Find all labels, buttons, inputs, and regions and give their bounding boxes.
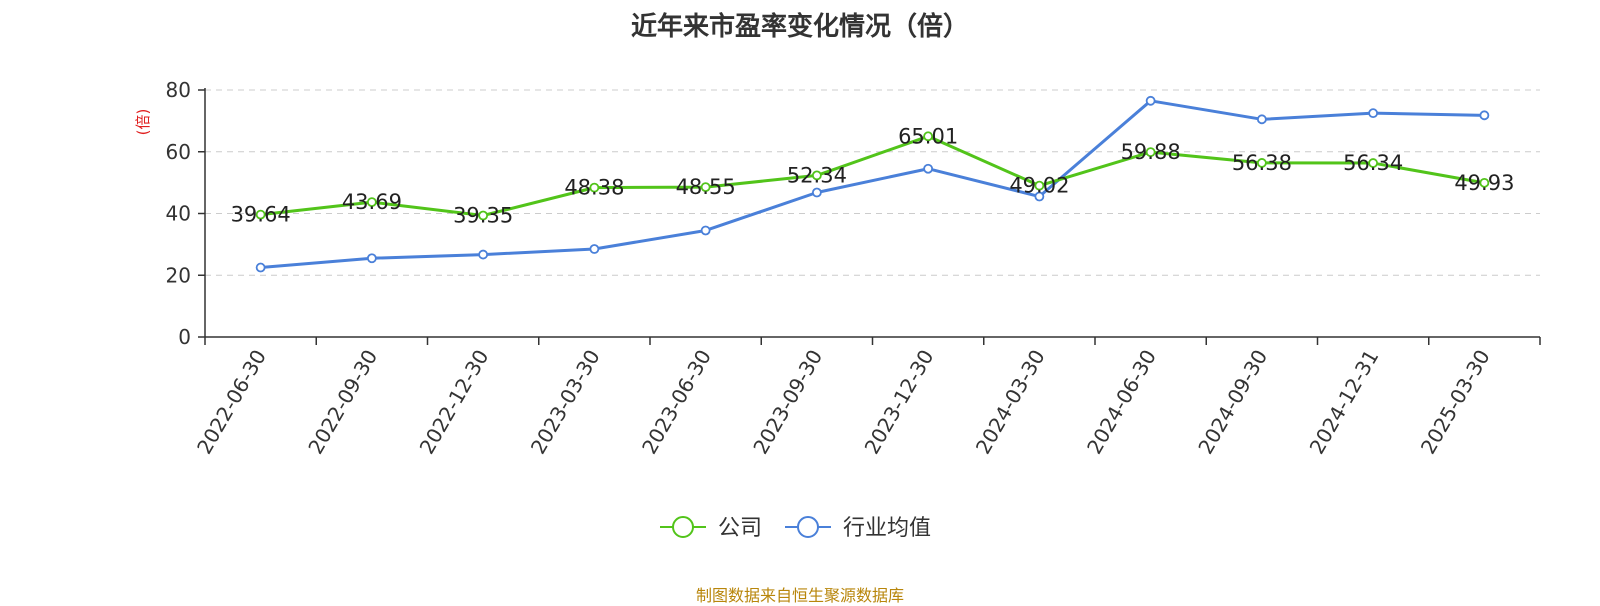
data-point[interactable]	[1479, 110, 1490, 121]
data-point[interactable]	[589, 244, 600, 254]
data-point[interactable]	[1145, 147, 1156, 158]
data-point[interactable]	[478, 249, 489, 260]
legend-label: 公司	[718, 516, 762, 541]
y-tick-label: 0	[178, 325, 191, 349]
x-tick-label: 2025-03-30	[1416, 346, 1495, 459]
data-source-note: 制图数据来自恒生聚源数据库	[695, 586, 904, 605]
x-tick-label: 2023-12-30	[860, 346, 939, 459]
data-point[interactable]	[478, 210, 489, 221]
data-point[interactable]	[1368, 108, 1379, 119]
chart-title: 近年来市盈率变化情况（倍）	[630, 12, 969, 42]
data-point[interactable]	[589, 182, 600, 193]
x-tick-label: 2022-09-30	[303, 346, 382, 459]
legend-circle-icon	[797, 516, 819, 538]
data-point[interactable]	[923, 131, 934, 142]
series-industry-average	[255, 95, 1490, 273]
data-label: 43.69	[342, 190, 402, 214]
data-labels: 39.64 43.69 39.35 48.38 48.55 52.34 65.01 49.02…	[231, 124, 1515, 227]
data-label: 56.34	[1343, 151, 1403, 175]
x-tick-label: 2024-09-30	[1193, 346, 1272, 459]
x-tick-label: 2024-03-30	[971, 346, 1050, 459]
axes: 0 20 40 60 80 2022-06-30 2022-09-30 2022-12-30 2…	[166, 78, 1541, 459]
y-tick-label: 80	[166, 78, 191, 102]
series-line	[260, 99, 1485, 270]
data-point[interactable]	[1034, 191, 1045, 202]
legend-label: 行业均值	[843, 516, 931, 541]
legend[interactable]: 公司 行业均值	[660, 516, 931, 541]
x-tick-label: 2022-06-30	[192, 346, 271, 459]
data-point[interactable]	[255, 262, 266, 273]
data-point[interactable]	[811, 170, 822, 181]
legend-item-industry-average[interactable]: 行业均值	[785, 516, 931, 541]
data-point[interactable]	[1256, 114, 1267, 125]
data-label: 48.55	[676, 175, 736, 199]
data-label: 65.01	[898, 124, 958, 148]
data-point[interactable]	[366, 197, 377, 208]
data-point[interactable]	[1034, 180, 1045, 191]
data-label: 52.34	[787, 163, 847, 187]
data-point[interactable]	[1368, 158, 1379, 168]
x-tick-label: 2022-12-30	[415, 346, 494, 459]
y-tick-label: 60	[166, 140, 191, 164]
grid-lines	[205, 89, 1540, 276]
data-label: 39.64	[231, 203, 291, 227]
y-axis-unit-label: (倍)	[134, 109, 152, 136]
series-company	[255, 131, 1490, 221]
data-point[interactable]	[700, 182, 711, 193]
series-line	[260, 134, 1485, 218]
data-point[interactable]	[700, 225, 711, 236]
x-tick-label: 2023-06-30	[637, 346, 716, 459]
data-label: 49.02	[1009, 174, 1069, 198]
y-tick-label: 40	[166, 202, 191, 226]
x-tick-label: 2023-09-30	[748, 346, 827, 459]
data-point[interactable]	[366, 253, 377, 264]
x-tick-label: 2024-06-30	[1082, 346, 1161, 459]
legend-item-company[interactable]: 公司	[660, 516, 762, 541]
data-point[interactable]	[1256, 158, 1267, 168]
data-point[interactable]	[255, 209, 266, 220]
data-label: 49.93	[1454, 171, 1514, 195]
data-point[interactable]	[1479, 177, 1490, 188]
legend-circle-icon	[672, 516, 694, 538]
y-tick-label: 20	[166, 263, 191, 287]
x-tick-label: 2024-12-31	[1305, 346, 1384, 459]
data-label: 56.38	[1232, 151, 1292, 175]
data-point[interactable]	[1145, 95, 1156, 106]
data-label: 39.35	[453, 204, 513, 228]
data-point[interactable]	[923, 163, 934, 174]
x-tick-label: 2023-03-30	[526, 346, 605, 459]
data-label: 48.38	[564, 176, 624, 200]
series-lines	[255, 95, 1490, 273]
data-point[interactable]	[811, 187, 822, 198]
data-label: 59.88	[1121, 140, 1181, 164]
